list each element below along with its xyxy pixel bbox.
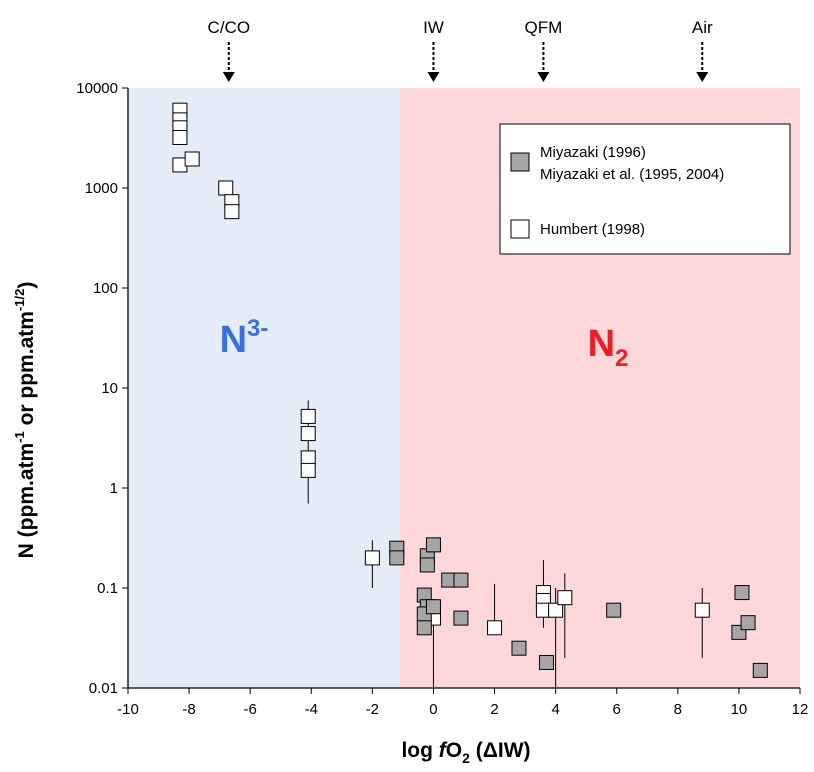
point-miyazaki xyxy=(752,662,768,678)
x-tick-label: -4 xyxy=(305,701,318,718)
legend-box xyxy=(499,123,791,255)
y-tick-label: 0.01 xyxy=(89,680,118,697)
point-humbert xyxy=(300,426,316,442)
y-tick-label: 10 xyxy=(101,380,118,397)
legend-swatch-humbert xyxy=(510,219,530,239)
point-humbert xyxy=(548,602,564,618)
region-0 xyxy=(128,88,400,688)
point-humbert xyxy=(364,550,380,566)
legend: Miyazaki (1996) Miyazaki et al. (1995, 20… xyxy=(499,123,791,255)
x-tick-label: 8 xyxy=(674,701,682,718)
region-label-n2: N2 xyxy=(588,323,629,372)
reference-arrow-head xyxy=(696,72,709,82)
point-miyazaki xyxy=(416,620,432,636)
point-miyazaki xyxy=(511,640,527,656)
point-miyazaki xyxy=(740,615,756,631)
y-tick-label: 1 xyxy=(110,480,118,497)
x-tick-label: 6 xyxy=(613,701,621,718)
x-tick-label: -2 xyxy=(366,701,379,718)
point-miyazaki xyxy=(389,550,405,566)
y-tick-label: 0.1 xyxy=(97,580,118,597)
y-axis: 0.01 0.1 1 10 100 1000 10000 xyxy=(76,80,128,697)
point-humbert xyxy=(224,204,240,220)
region-labels: N3- N2 xyxy=(220,315,629,372)
legend-label-miyazaki: Miyazaki et al. (1995, 2004) xyxy=(540,166,724,183)
reference-markers: C/CO IW QFM Air xyxy=(208,18,713,82)
reference-arrow-head xyxy=(427,72,440,82)
y-axis-title: N (ppm.atm-1 or ppm.atm-1/2) xyxy=(12,282,38,559)
point-miyazaki xyxy=(425,599,441,615)
point-humbert xyxy=(694,602,710,618)
x-tick-label: 0 xyxy=(429,701,437,718)
point-miyazaki xyxy=(538,654,554,670)
x-tick-label: 10 xyxy=(731,701,748,718)
point-humbert xyxy=(487,620,503,636)
legend-swatch-miyazaki xyxy=(510,152,530,172)
y-tick-label: 10000 xyxy=(76,80,118,97)
x-tick-label: 4 xyxy=(551,701,559,718)
x-axis: -10 -8 -6 -4 -2 0 2 4 6 8 10 12 xyxy=(117,688,808,718)
point-miyazaki xyxy=(734,585,750,601)
point-miyazaki xyxy=(419,557,435,573)
x-tick-label: -10 xyxy=(117,701,139,718)
x-tick-label: 2 xyxy=(490,701,498,718)
region-label-n3: N3- xyxy=(220,315,269,361)
x-tick-label: 12 xyxy=(792,701,809,718)
reference-arrow-head xyxy=(537,72,550,82)
point-humbert xyxy=(172,129,188,145)
point-humbert xyxy=(184,151,200,167)
point-humbert xyxy=(300,462,316,478)
legend-label-humbert: Humbert (1998) xyxy=(540,221,645,238)
x-axis-title: log fO2 (ΔIW) xyxy=(401,739,530,766)
point-miyazaki xyxy=(425,537,441,553)
point-miyazaki xyxy=(453,572,469,588)
point-humbert xyxy=(218,180,234,196)
point-humbert xyxy=(557,590,573,606)
point-humbert xyxy=(300,450,316,466)
point-humbert xyxy=(300,408,316,424)
reference-label: QFM xyxy=(525,18,563,37)
point-miyazaki xyxy=(453,610,469,626)
y-tick-label: 100 xyxy=(93,280,118,297)
point-miyazaki xyxy=(606,602,622,618)
reference-label: C/CO xyxy=(208,18,251,37)
reference-arrow-head xyxy=(222,72,235,82)
reference-label: Air xyxy=(692,18,713,37)
y-tick-label: 1000 xyxy=(85,180,118,197)
legend-label-miyazaki: Miyazaki (1996) xyxy=(540,144,646,161)
reference-label: IW xyxy=(423,18,444,37)
data-points xyxy=(172,102,768,678)
x-tick-label: -6 xyxy=(244,701,257,718)
x-tick-label: -8 xyxy=(182,701,195,718)
